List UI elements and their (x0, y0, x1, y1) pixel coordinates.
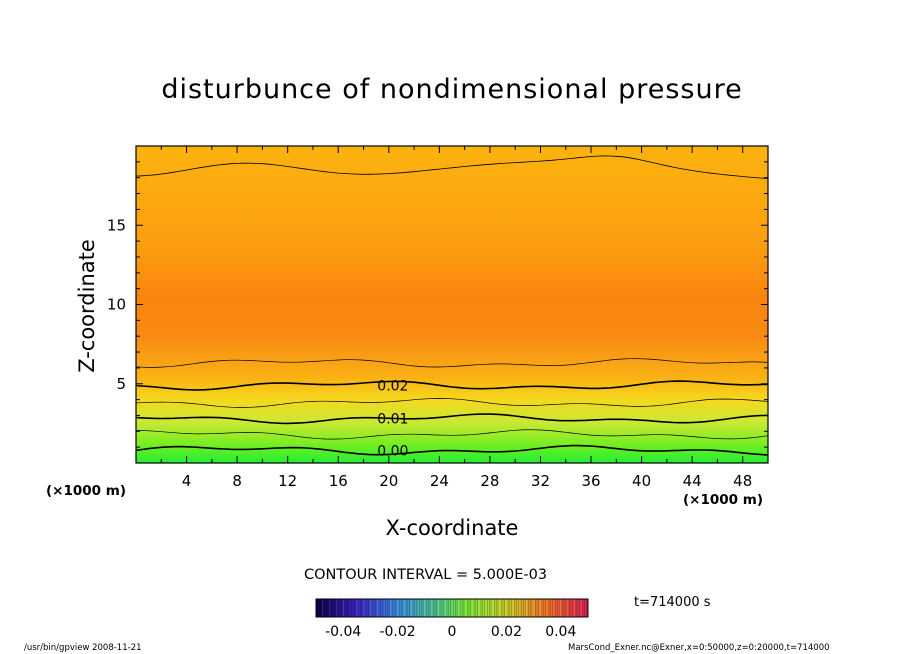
colorbar-swatch (560, 599, 568, 617)
x-tick-label: 32 (531, 472, 550, 490)
colorbar-swatch (445, 599, 452, 617)
contour-label: 0.00 (377, 443, 408, 459)
contour-line (136, 398, 768, 408)
colorbar-swatch (384, 599, 391, 617)
colorbar-swatch (554, 599, 561, 617)
contour-label: 0.01 (377, 412, 408, 428)
contour-line (136, 444, 768, 456)
colorbar-swatch (472, 599, 480, 617)
contour-interval-label: CONTOUR INTERVAL = 5.000E-03 (304, 567, 548, 583)
colorbar-tick-label: 0.02 (491, 624, 522, 640)
colorbar-swatch (411, 599, 418, 617)
colorbar-tick-label: -0.02 (379, 624, 415, 640)
colorbar-swatch (316, 599, 323, 617)
colorbar-swatch (322, 599, 330, 617)
colorbar-swatch (397, 599, 405, 617)
footer-dataset: MarsCond_Exner.nc@Exner,x=0:50000,z=0:20… (568, 643, 830, 653)
colorbar-swatch (513, 599, 520, 617)
colorbar-swatch (499, 599, 507, 617)
x-tick-label: 48 (733, 472, 752, 490)
x-tick-label: 44 (683, 472, 702, 490)
x-tick-label: 24 (430, 472, 449, 490)
x-tick-label: 28 (480, 472, 499, 490)
x-unit-label-right: (×1000 m) (683, 492, 763, 508)
x-tick-label: 8 (232, 472, 242, 490)
y-tick-label: 5 (116, 375, 126, 393)
contour-line (136, 429, 768, 440)
colorbar-swatch (336, 599, 344, 617)
colorbar-tick-label: -0.04 (325, 624, 361, 640)
colorbar-swatch (356, 599, 364, 617)
colorbar-swatch (486, 599, 493, 617)
x-tick-label: 40 (632, 472, 651, 490)
colorbar-swatch (431, 599, 439, 617)
colorbar-swatch (547, 599, 554, 617)
colorbar-swatch (424, 599, 432, 617)
colorbar-tick-label: 0.04 (545, 624, 576, 640)
colorbar-frame (315, 598, 589, 618)
colorbar-swatch (465, 599, 473, 617)
colorbar-swatch (343, 599, 350, 617)
pressure-field (136, 146, 768, 463)
x-axis-label: X-coordinate (385, 516, 519, 540)
colorbar-swatch (574, 599, 582, 617)
colorbar-swatch (581, 599, 588, 617)
colorbar-swatch (329, 599, 337, 617)
x-unit-label-left: (×1000 m) (46, 483, 126, 499)
contour-line (136, 413, 768, 425)
colorbar-swatch (452, 599, 459, 617)
colorbar-swatch (520, 599, 527, 617)
colorbar-swatch (370, 599, 378, 617)
colorbar-swatch (363, 599, 371, 617)
colorbar-swatch (404, 599, 412, 617)
time-readout: t=714000 s (634, 595, 711, 610)
x-tick-label: 12 (278, 472, 297, 490)
y-tick-label: 15 (107, 216, 126, 234)
colorbar-swatch (567, 599, 575, 617)
colorbar-swatch (350, 599, 357, 617)
colorbar-swatch (479, 599, 486, 617)
x-tick-label: 16 (329, 472, 348, 490)
x-tick-label: 20 (379, 472, 398, 490)
y-tick-label: 10 (107, 296, 126, 314)
contour-line (136, 380, 768, 391)
x-tick-label: 4 (182, 472, 192, 490)
chart-title: disturbunce of nondimensional pressure (161, 74, 743, 105)
colorbar-swatch (458, 599, 466, 617)
colorbar-swatch (533, 599, 541, 617)
contour-label: 0.02 (377, 378, 408, 394)
contour-line-top (136, 155, 768, 179)
colorbar-swatch (438, 599, 446, 617)
colorbar-swatch (540, 599, 548, 617)
contour-line (136, 358, 768, 368)
colorbar-swatch (418, 599, 425, 617)
colorbar-tick-label: 0 (448, 624, 457, 640)
colorbar-swatch (390, 599, 398, 617)
x-tick-label: 36 (581, 472, 600, 490)
footer-program-date: /usr/bin/gpview 2008-11-21 (24, 643, 142, 653)
colorbar-swatch (506, 599, 514, 617)
colorbar-swatch (526, 599, 534, 617)
colorbar-swatch (377, 599, 384, 617)
colorbar-swatch (492, 599, 500, 617)
